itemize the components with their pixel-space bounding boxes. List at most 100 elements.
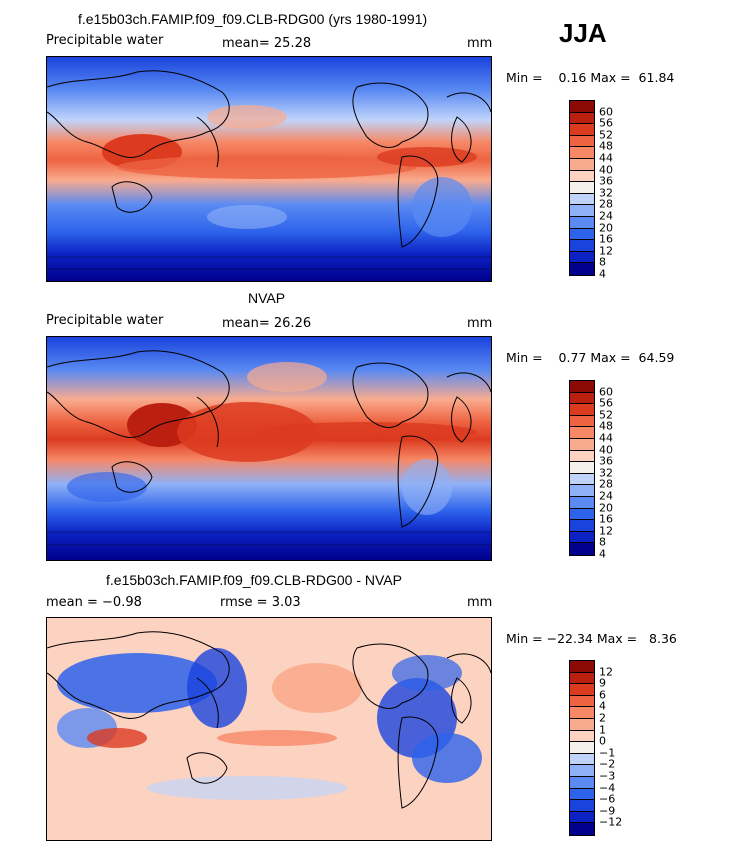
panel-2-minmax: Min = 0.77 Max = 64.59 <box>506 350 675 365</box>
panel-3-minmax: Min = −22.34 Max = 8.36 <box>506 631 677 646</box>
panel-2-colorbar-label: 32 <box>599 466 613 480</box>
panel-3-colorbar-label: 6 <box>599 688 606 702</box>
panel-1-colorbar-swatch <box>570 170 594 183</box>
panel-2-colorbar-swatch <box>570 485 594 497</box>
panel-3-coastlines <box>47 631 491 809</box>
panel-3-colorbar <box>569 660 595 836</box>
panel-3-colorbar-label: −1 <box>599 746 616 760</box>
panel-2-colorbar-swatch <box>570 392 594 405</box>
panel-1-mean-label: mean= 25.28 <box>222 36 312 51</box>
panel-3-colorbar-labels: 12 9 6 4 2 1 0 −1 −2 −3 −4 −6 −9 −12 <box>569 660 629 834</box>
panel-2-colorbar-swatch <box>570 404 594 416</box>
panel-3-map-svg <box>47 618 491 840</box>
panel-1-colorbar-label: 44 <box>599 151 613 165</box>
panel-2-colorbar-labels: 60 56 52 48 44 40 36 32 28 24 20 16 12 8 4 <box>569 380 629 560</box>
panel-1-colorbar-swatch <box>570 147 594 159</box>
panel-3-colorbar-label: −12 <box>599 815 623 829</box>
panel-2-colorbar-label: 60 <box>599 385 613 399</box>
panel-1-colorbar-swatch <box>570 240 594 252</box>
panel-3-colorbar-label: 12 <box>599 665 613 679</box>
panel-1-colorbar-swatch <box>570 101 594 113</box>
panel-1-colorbar-label: 56 <box>599 116 613 130</box>
panel-2-colorbar-label: 4 <box>599 547 606 561</box>
panel-3-colorbar-swatch <box>570 788 594 801</box>
panel-1-units: mm <box>467 36 493 51</box>
panel-3-mean-label: mean = −0.98 <box>46 595 142 610</box>
panel-3-colorbar-swatch <box>570 661 594 673</box>
panel-1-map <box>46 56 492 282</box>
panel-3-colorbar-swatch <box>570 742 594 754</box>
panel-3-map <box>46 617 492 841</box>
panel-1-colorbar-label: 52 <box>599 128 613 142</box>
panel-2-colorbar-label: 40 <box>599 443 613 457</box>
panel-2-units: mm <box>467 316 493 331</box>
panel-1-coastlines <box>47 70 491 248</box>
panel-1-colorbar-swatch <box>570 228 594 241</box>
panel-2-colorbar-swatch <box>570 520 594 532</box>
panel-2-colorbar-label: 12 <box>599 524 613 538</box>
panel-1-colorbar-swatch <box>570 205 594 217</box>
panel-1-colorbar-swatch <box>570 217 594 229</box>
panel-3-colorbar-label: −6 <box>599 792 616 806</box>
panel-2-colorbar-swatch <box>570 439 594 451</box>
panel-2-colorbar-label: 52 <box>599 408 613 422</box>
panel-3-colorbar-label: 4 <box>599 699 606 713</box>
panel-2-colorbar-label: 44 <box>599 431 613 445</box>
panel-1-colorbar-swatch <box>570 263 594 275</box>
panel-2-map-svg <box>47 337 491 560</box>
panel-1-colorbar-label: 40 <box>599 163 613 177</box>
panel-2-colorbar-swatch <box>570 381 594 393</box>
panel-2-map <box>46 336 492 561</box>
panel-3-colorbar-swatch <box>570 672 594 685</box>
panel-2-colorbar-swatch <box>570 531 594 544</box>
panel-3-units: mm <box>467 595 493 610</box>
panel-3-colorbar-swatch <box>570 753 594 766</box>
panel-1-colorbar <box>569 100 595 276</box>
panel-2-colorbar-swatch <box>570 462 594 474</box>
panel-3-colorbar-swatch <box>570 823 594 835</box>
panel-2-colorbar-label: 20 <box>599 501 613 515</box>
panel-1-variable-label: Precipitable water <box>46 33 164 48</box>
panel-3-colorbar-label: 1 <box>599 723 606 737</box>
panel-2-colorbar-label: 16 <box>599 512 613 526</box>
panel-1-colorbar-swatch <box>570 112 594 125</box>
panel-3-colorbar-swatch <box>570 777 594 789</box>
panel-1-colorbar-label: 24 <box>599 209 613 223</box>
panel-2-colorbar-swatch <box>570 508 594 521</box>
panel-2-colorbar-label: 48 <box>599 419 613 433</box>
panel-2-coastlines <box>47 350 491 528</box>
panel-1-colorbar-label: 28 <box>599 197 613 211</box>
panel-3-colorbar-swatch <box>570 719 594 731</box>
panel-2-colorbar-label: 36 <box>599 454 613 468</box>
panel-1-colorbar-swatch <box>570 159 594 171</box>
panel-3-colorbar-label: −3 <box>599 769 616 783</box>
season-label: JJA <box>559 18 607 48</box>
panel-3-colorbar-label: −2 <box>599 757 616 771</box>
panel-3-rmse-label: rmse = 3.03 <box>220 595 301 610</box>
panel-1-colorbar-swatch <box>570 193 594 206</box>
panel-1-colorbar-label: 20 <box>599 221 613 235</box>
panel-2-colorbar-swatch <box>570 415 594 428</box>
panel-3-colorbar-swatch <box>570 765 594 777</box>
panel-1-colorbar-swatch <box>570 135 594 148</box>
panel-2-colorbar-label: 8 <box>599 535 606 549</box>
panel-1-colorbar-swatch <box>570 182 594 194</box>
panel-2-variable-label: Precipitable water <box>46 313 164 328</box>
panel-1-colorbar-label: 36 <box>599 174 613 188</box>
panel-2-colorbar-swatch <box>570 450 594 463</box>
panel-2-colorbar-swatch <box>570 427 594 439</box>
panel-1-colorbar-label: 48 <box>599 139 613 153</box>
panel-3-title: f.e15b03ch.FAMIP.f09_f09.CLB-RDG00 - NVA… <box>106 572 402 588</box>
panel-1-colorbar-label: 60 <box>599 105 613 119</box>
panel-3-asia-negative-bias <box>57 653 217 713</box>
panel-2-colorbar-swatch <box>570 497 594 509</box>
panel-1-colorbar-swatch <box>570 124 594 136</box>
panel-2-colorbar <box>569 380 595 556</box>
panel-2-colorbar-label: 56 <box>599 396 613 410</box>
panel-2-colorbar-label: 28 <box>599 477 613 491</box>
panel-1-colorbar-label: 8 <box>599 255 606 269</box>
panel-3-colorbar-label: −9 <box>599 804 616 818</box>
panel-1-title: f.e15b03ch.FAMIP.f09_f09.CLB-RDG00 (yrs … <box>78 11 428 27</box>
panel-1-colorbar-label: 32 <box>599 186 613 200</box>
panel-2-mean-label: mean= 26.26 <box>222 316 312 331</box>
